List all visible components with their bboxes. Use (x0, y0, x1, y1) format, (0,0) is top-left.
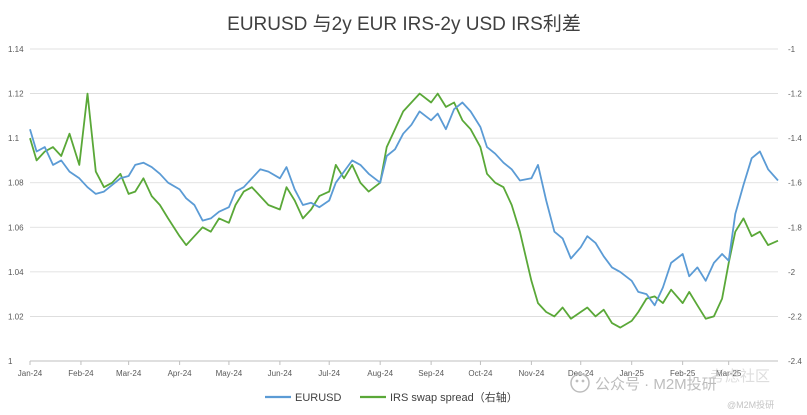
series-lines (29, 92, 779, 329)
x-tick-label: Aug-24 (367, 369, 393, 378)
y-left-tick-label: 1.08 (8, 179, 24, 188)
wechat-icon-dot (575, 379, 579, 383)
watermark: 考虑社区 公众号 · M2M投研 @M2M投研 (570, 368, 774, 410)
y-left-tick-label: 1.02 (8, 312, 24, 321)
wechat-icon (570, 373, 590, 393)
watermark-corner-text: @M2M投研 (727, 399, 774, 410)
x-tick-label: Mar-24 (116, 369, 142, 378)
chart-title: EURUSD 与2y EUR IRS-2y USD IRS利差 (227, 13, 581, 35)
right-axis: -1 -1.2 -1.4 -1.6 -1.8 -2 -2.2 -2.4 (788, 45, 802, 366)
left-axis: 1 1.02 1.04 1.06 1.08 1.1 1.12 1.14 (8, 45, 24, 366)
x-tick-label: Mar-25 (716, 369, 742, 378)
x-tick-label: May-24 (216, 369, 243, 378)
x-tick-label: Nov-24 (519, 369, 545, 378)
series-line-irs-swap-spread (29, 92, 779, 329)
x-tick-label: Jan-24 (18, 369, 43, 378)
y-right-tick-label: -2 (788, 268, 796, 277)
y-right-tick-label: -1.6 (788, 179, 802, 188)
y-right-tick-label: -1.2 (788, 90, 802, 99)
y-right-tick-label: -2.2 (788, 312, 802, 321)
y-left-tick-label: 1.14 (8, 45, 24, 54)
y-left-tick-label: 1.1 (8, 134, 20, 143)
x-tick-label: Apr-24 (168, 369, 193, 378)
x-tick-label: Feb-24 (68, 369, 94, 378)
y-right-tick-label: -1.4 (788, 134, 802, 143)
y-left-tick-label: 1.04 (8, 268, 24, 277)
legend-label: EURUSD (295, 392, 342, 404)
x-tick-label: Jul-24 (318, 369, 340, 378)
series-line-eurusd (29, 101, 779, 307)
x-tick-label: Jan-25 (619, 369, 644, 378)
y-left-tick-label: 1.12 (8, 90, 24, 99)
x-tick-label: Jun-24 (268, 369, 293, 378)
y-left-tick-label: 1.06 (8, 223, 24, 232)
x-tick-label: Sep-24 (418, 369, 444, 378)
legend: EURUSD IRS swap spread（右轴） (265, 390, 518, 404)
y-right-tick-label: -2.4 (788, 357, 802, 366)
y-right-tick-label: -1 (788, 45, 796, 54)
legend-label: IRS swap spread（右轴） (390, 390, 518, 404)
gridlines (30, 48, 778, 362)
y-right-tick-label: -1.8 (788, 223, 802, 232)
x-tick-label: Feb-25 (670, 369, 696, 378)
watermark-faint-text: 考虑社区 (710, 368, 770, 385)
y-left-tick-label: 1 (8, 357, 13, 366)
wechat-icon-dot (581, 379, 585, 383)
x-tick-label: Oct-24 (468, 369, 493, 378)
watermark-text: 公众号 · M2M投研 (595, 376, 717, 393)
